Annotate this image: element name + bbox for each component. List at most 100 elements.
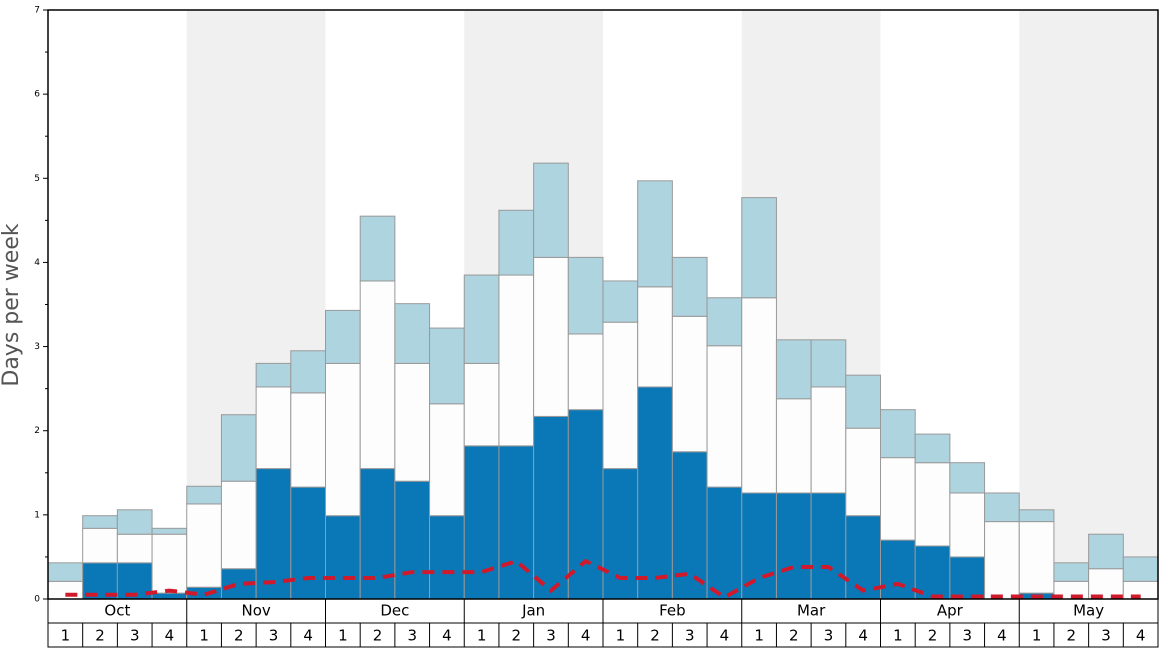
y-tick-label: 6	[34, 90, 40, 100]
bar-segment	[671, 256, 708, 317]
bar-segment	[880, 457, 916, 541]
bar-segment	[949, 556, 986, 600]
x-tick-label: 3	[824, 627, 834, 645]
x-tick-label: 4	[858, 627, 868, 645]
x-tick-label: 1	[893, 627, 903, 645]
x-tick-label: 1	[338, 627, 348, 645]
bar-segment	[671, 315, 708, 453]
bar-segment	[359, 215, 396, 282]
bar-segment	[151, 533, 188, 594]
bar-segment	[845, 374, 881, 429]
y-axis-label: Days per week	[0, 223, 24, 386]
bar-segment	[498, 209, 535, 276]
month-label: Jan	[521, 602, 545, 620]
x-tick-label: 3	[269, 627, 279, 645]
bar-segment	[151, 527, 188, 535]
x-tick-label: 3	[1101, 627, 1111, 645]
bar-segment	[498, 445, 535, 600]
bar-segment	[186, 485, 222, 505]
bar-segment	[186, 503, 222, 588]
x-tick-label: 2	[928, 627, 938, 645]
bar-segment	[1053, 562, 1090, 582]
bar-segment	[82, 515, 118, 529]
bar-segment	[775, 339, 812, 400]
bar-segment	[394, 480, 431, 600]
month-label: Dec	[380, 602, 409, 620]
bar-segment	[984, 521, 1020, 600]
x-tick-label: 1	[754, 627, 764, 645]
bar-segment	[359, 280, 396, 470]
y-tick-label: 7	[34, 6, 40, 16]
bar-segment	[1018, 521, 1055, 594]
bar-segment	[567, 333, 604, 411]
x-tick-label: 3	[962, 627, 972, 645]
bar-segment	[845, 427, 881, 517]
x-tick-label: 4	[303, 627, 313, 645]
bar-segment	[1018, 509, 1055, 523]
x-tick-label: 2	[234, 627, 244, 645]
y-tick-label: 0	[34, 595, 40, 605]
x-tick-label: 4	[997, 627, 1007, 645]
bar-segment	[255, 386, 292, 470]
bar-segment	[533, 415, 569, 600]
y-tick-label: 2	[34, 426, 40, 436]
bar-segment	[220, 414, 257, 482]
bar-segment	[463, 362, 500, 447]
bar-segment	[706, 345, 743, 488]
x-tick-label: 2	[512, 627, 522, 645]
bar-segment	[255, 362, 292, 388]
bar-segment	[880, 409, 916, 459]
bar-segment	[533, 162, 569, 258]
bar-segment	[845, 515, 881, 600]
bar-segment	[706, 297, 743, 347]
bar-segment	[220, 480, 257, 570]
bar-segment	[984, 492, 1020, 523]
bar-segment	[706, 486, 743, 600]
x-tick-label: 3	[407, 627, 417, 645]
bar-segment	[290, 486, 326, 600]
bar-segment	[775, 398, 812, 494]
month-band	[1019, 10, 1158, 599]
bar-segment	[463, 445, 500, 600]
month-label: Nov	[241, 602, 270, 620]
bar-segment	[429, 327, 465, 405]
bar-segment	[637, 286, 673, 388]
bar-segment	[325, 362, 361, 517]
x-tick-label: 4	[165, 627, 175, 645]
bar-segment	[741, 492, 777, 600]
bar-segment	[1088, 568, 1124, 600]
bar-segment	[914, 433, 951, 464]
y-tick-label: 3	[34, 342, 40, 352]
month-label: Apr	[937, 602, 964, 620]
bar-segment	[880, 539, 916, 600]
bar-segment	[949, 492, 986, 558]
x-tick-label: 2	[95, 627, 105, 645]
bar-segment	[1088, 533, 1124, 570]
bar-segment	[429, 403, 465, 517]
month-label: Feb	[659, 602, 686, 620]
bar-segment	[394, 362, 431, 482]
bar-segment	[463, 274, 500, 364]
bar-segment	[82, 527, 118, 564]
bar-segment	[116, 533, 153, 564]
x-tick-label: 1	[1032, 627, 1042, 645]
dashed-line	[65, 558, 1141, 600]
bar-segment	[741, 197, 777, 299]
bar-segment	[567, 256, 604, 335]
bar-segment	[775, 492, 812, 600]
bar-segment	[325, 515, 361, 600]
y-tick-label: 4	[34, 258, 40, 268]
bar-segment	[949, 462, 986, 494]
x-tick-label: 4	[442, 627, 452, 645]
x-tick-label: 2	[1067, 627, 1077, 645]
bar-segment	[290, 350, 326, 394]
x-tick-label: 2	[650, 627, 660, 645]
bar-segment	[533, 256, 569, 417]
bar-segment	[810, 386, 847, 494]
bar-segment	[47, 562, 84, 582]
bar-segment	[810, 492, 847, 600]
bar-segment	[810, 339, 847, 388]
x-tick-label: 1	[477, 627, 487, 645]
